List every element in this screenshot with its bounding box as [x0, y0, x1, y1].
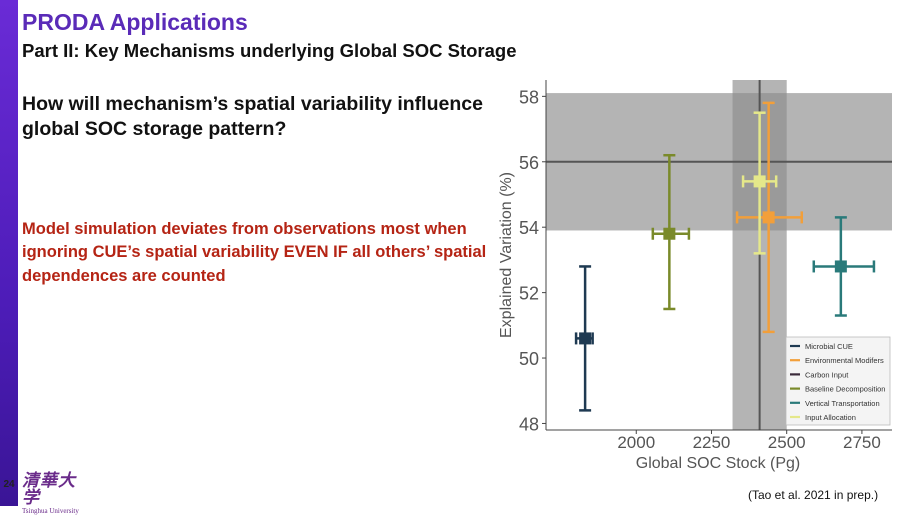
- data-point-input-allocation: [741, 111, 778, 255]
- point-marker: [762, 211, 775, 224]
- x-axis-label: Global SOC Stock (Pg): [636, 455, 801, 472]
- slide-subtitle: Part II: Key Mechanisms underlying Globa…: [22, 40, 517, 61]
- x-tick-label: 2000: [617, 433, 655, 452]
- legend-label: Vertical Transportation: [805, 399, 880, 408]
- legend-label: Environmental Modifers: [805, 356, 884, 365]
- key-finding: Model simulation deviates from observati…: [22, 220, 487, 285]
- data-point-baseline-decomposition: [651, 153, 691, 311]
- y-tick-label: 54: [519, 218, 539, 238]
- citation: (Tao et al. 2021 in prep.): [748, 488, 879, 502]
- research-question: How will mechanism’s spatial variability…: [22, 93, 483, 141]
- legend-label: Carbon Input: [805, 370, 849, 379]
- legend-label: Microbial CUE: [805, 342, 853, 351]
- slide-title: PRODA Applications: [22, 9, 248, 35]
- y-axis-label: Explained Variation (%): [498, 172, 515, 338]
- y-tick-label: 52: [519, 284, 539, 304]
- data-point-microbial-cue: [574, 265, 594, 412]
- slide-accent-bar: [0, 0, 18, 506]
- x-tick-label: 2250: [693, 433, 731, 452]
- logo-english-text: Tsinghua University: [22, 507, 79, 515]
- point-marker: [834, 260, 847, 273]
- x-tick-label: 2750: [843, 433, 881, 452]
- legend-label: Baseline Decomposition: [805, 385, 885, 394]
- x-tick-label: 2500: [768, 433, 806, 452]
- legend-label: Input Allocation: [805, 413, 856, 422]
- y-tick-label: 50: [519, 349, 539, 369]
- point-marker: [753, 175, 766, 188]
- point-marker: [663, 227, 676, 240]
- y-tick-label: 56: [519, 153, 539, 173]
- logo-chinese-text: 清華大学: [22, 471, 76, 508]
- y-tick-label: 58: [519, 87, 539, 107]
- data-point-environmental-modifers: [735, 101, 803, 334]
- legend-box: [785, 336, 891, 426]
- data-point-vertical-transportation: [812, 216, 876, 317]
- page-number: 24: [3, 479, 15, 490]
- y-tick-label: 48: [519, 414, 539, 434]
- point-marker: [579, 332, 592, 345]
